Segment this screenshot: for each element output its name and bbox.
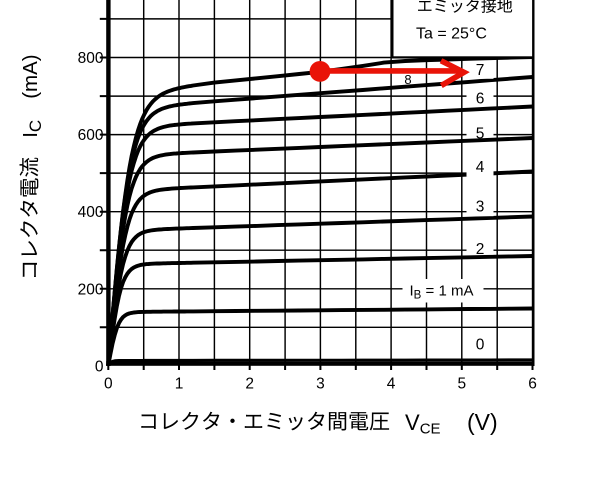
svg-text:3: 3 [476,199,485,216]
svg-text:0: 0 [95,358,104,375]
svg-text:7: 7 [476,62,485,79]
svg-text:IC: IC [19,120,45,138]
svg-text:8: 8 [404,72,411,87]
svg-text:4: 4 [387,375,396,392]
svg-text:800: 800 [78,50,104,67]
svg-text:3: 3 [316,375,325,392]
svg-text:0: 0 [476,337,485,354]
svg-text:(mA): (mA) [19,54,42,98]
svg-text:VCE: VCE [405,410,441,438]
svg-text:400: 400 [78,204,104,221]
svg-text:2: 2 [245,375,254,392]
svg-text:200: 200 [78,281,104,298]
svg-text:600: 600 [78,127,104,144]
svg-text:IB = 1 mA: IB = 1 mA [410,282,474,301]
svg-text:4: 4 [476,159,485,176]
svg-text:2: 2 [476,241,485,258]
svg-text:Ta = 25°C: Ta = 25°C [416,26,487,43]
svg-text:6: 6 [476,90,485,107]
svg-text:5: 5 [476,125,485,142]
svg-text:6: 6 [528,375,537,392]
svg-text:0: 0 [104,375,113,392]
svg-text:5: 5 [457,375,466,392]
svg-text:(V): (V) [467,409,498,435]
svg-text:1: 1 [175,375,184,392]
